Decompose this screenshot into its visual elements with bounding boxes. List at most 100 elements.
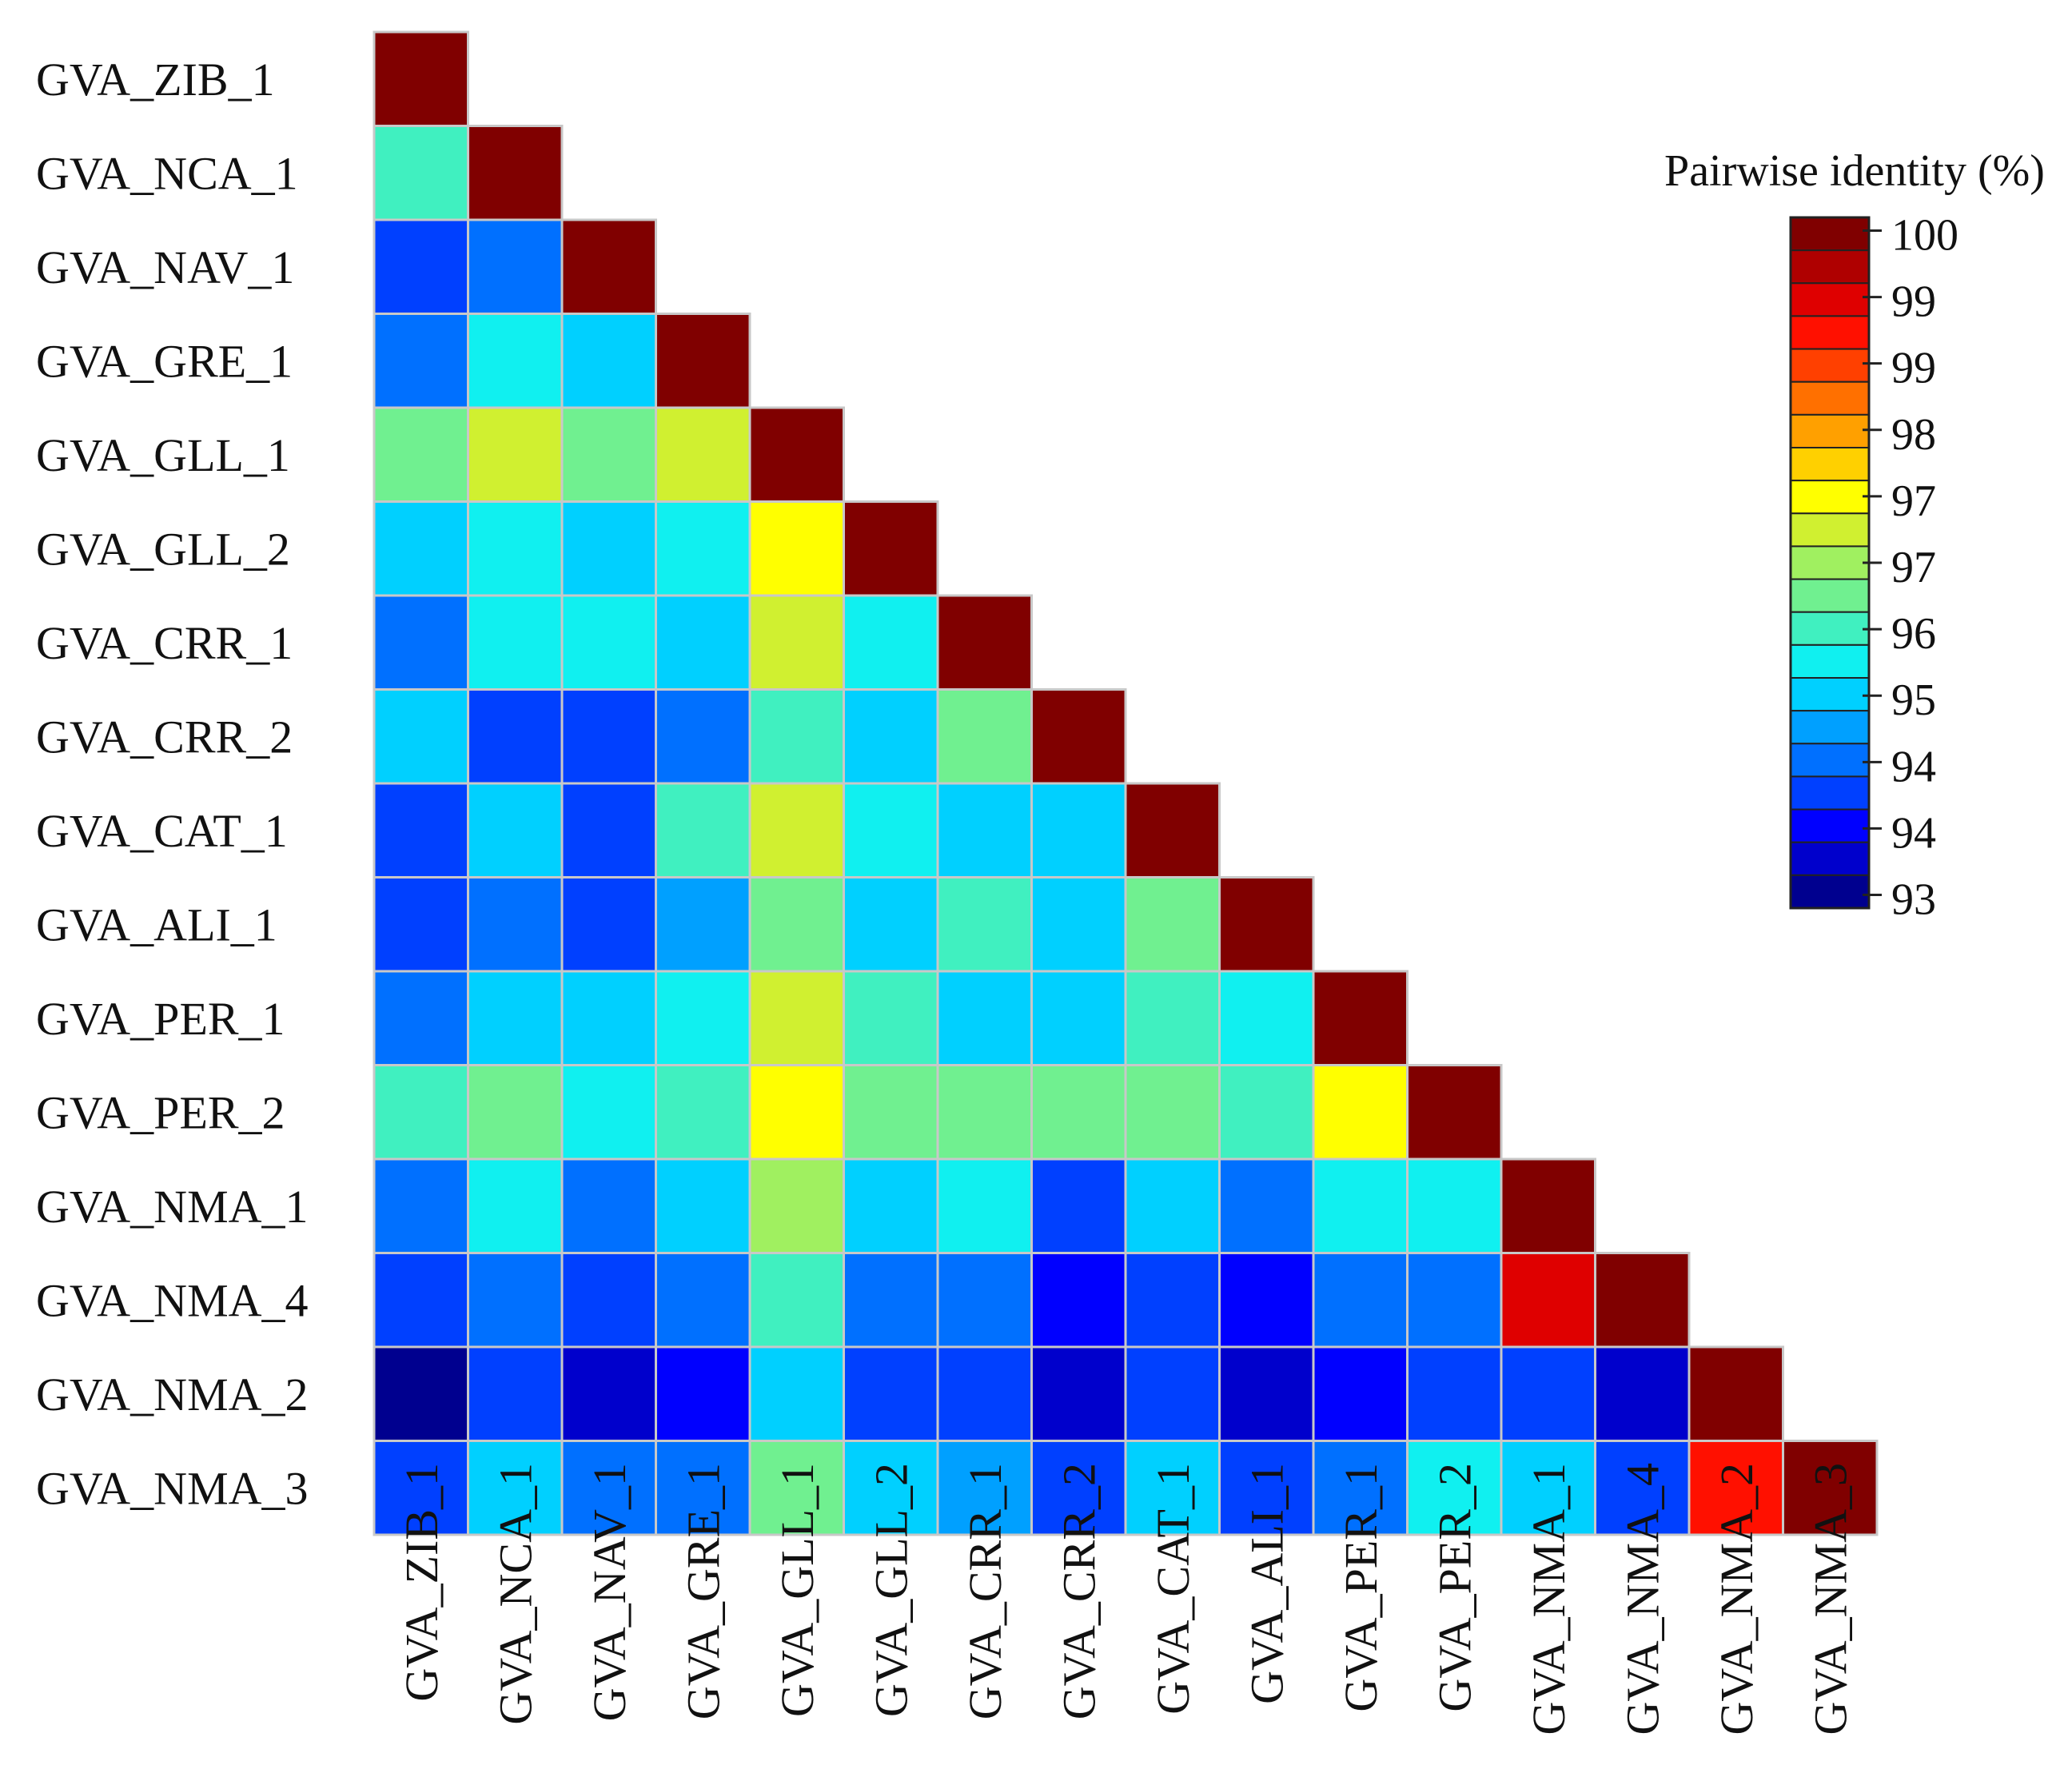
heatmap-cell-12-4	[748, 1157, 845, 1254]
heatmap-cell-6-1	[467, 594, 564, 691]
column-label: GVA_NMA_2	[1711, 1463, 1763, 1735]
heatmap-cell-6-6	[936, 594, 1033, 691]
heatmap-cell-9-3	[655, 876, 751, 973]
heatmap-cell-10-5	[843, 970, 939, 1066]
heatmap-cell-13-13	[1594, 1252, 1691, 1349]
colorbar-swatch	[1790, 315, 1870, 350]
colorbar-tick-label: 97	[1891, 476, 1936, 526]
heatmap-cells	[373, 30, 1879, 1536]
colorbar-swatch	[1790, 874, 1870, 910]
column-label: GVA_ALI_1	[1241, 1463, 1293, 1704]
heatmap-cell-15-0	[373, 1440, 469, 1536]
heatmap-cell-12-2	[560, 1157, 657, 1254]
heatmap-cell-14-12	[1500, 1345, 1596, 1442]
heatmap-cell-9-2	[560, 876, 657, 973]
column-label: GVA_GLL_2	[865, 1463, 917, 1717]
heatmap-cell-5-1	[467, 500, 564, 597]
heatmap-cell-6-2	[560, 594, 657, 691]
heatmap-cell-3-3	[655, 313, 751, 409]
heatmap-cell-13-10	[1312, 1252, 1409, 1349]
heatmap-cell-6-3	[655, 594, 751, 691]
heatmap-cell-8-5	[843, 782, 939, 879]
colorbar: Pairwise identity (%) 100 99 99 98 97 97 96 95 9…	[1664, 146, 2045, 925]
row-label: GVA_PER_2	[36, 1086, 285, 1138]
heatmap-cell-12-8	[1124, 1157, 1221, 1254]
heatmap-cell-10-1	[467, 970, 564, 1066]
heatmap-cell-7-4	[748, 688, 845, 785]
heatmap-cell-13-12	[1500, 1252, 1596, 1349]
heatmap-cell-12-5	[843, 1157, 939, 1254]
colorbar-swatch	[1790, 480, 1870, 515]
row-label: GVA_NMA_2	[36, 1369, 309, 1420]
colorbar-swatch	[1790, 775, 1870, 811]
column-label: GVA_GLL_1	[771, 1463, 823, 1717]
heatmap-cell-11-2	[560, 1064, 657, 1161]
heatmap-cell-14-9	[1218, 1345, 1315, 1442]
colorbar-swatch	[1790, 710, 1870, 745]
heatmap-cell-9-4	[748, 876, 845, 973]
heatmap-cell-4-0	[373, 406, 469, 503]
heatmap-cell-15-2	[560, 1440, 657, 1536]
heatmap-cell-12-9	[1218, 1157, 1315, 1254]
heatmap-cell-4-4	[748, 406, 845, 503]
colorbar-swatch	[1790, 743, 1870, 778]
heatmap-cell-15-7	[1030, 1440, 1127, 1536]
row-label: GVA_GLL_1	[36, 429, 290, 481]
row-label: GVA_GLL_2	[36, 523, 290, 575]
heatmap-cell-14-2	[560, 1345, 657, 1442]
heatmap-cell-15-13	[1594, 1440, 1691, 1536]
colorbar-tick-label: 100	[1891, 210, 1958, 260]
heatmap-cell-14-13	[1594, 1345, 1691, 1442]
heatmap-cell-10-8	[1124, 970, 1221, 1066]
heatmap-cell-11-10	[1312, 1064, 1409, 1161]
heatmap-cell-10-9	[1218, 970, 1315, 1066]
row-label: GVA_NMA_1	[36, 1181, 309, 1233]
colorbar-tick-label: 94	[1891, 808, 1936, 858]
heatmap-cell-11-7	[1030, 1064, 1127, 1161]
heatmap-cell-12-12	[1500, 1157, 1596, 1254]
heatmap-cell-8-2	[560, 782, 657, 879]
heatmap-cell-15-11	[1406, 1440, 1503, 1536]
heatmap-cell-14-14	[1687, 1345, 1784, 1442]
column-label: GVA_NMA_4	[1616, 1463, 1668, 1735]
row-labels: GVA_ZIB_1 GVA_NCA_1 GVA_NAV_1 GVA_GRE_1 GVA_…	[36, 54, 309, 1515]
column-label: GVA_NMA_3	[1804, 1463, 1856, 1735]
colorbar-swatch	[1790, 282, 1870, 317]
heatmap-cell-10-0	[373, 970, 469, 1066]
heatmap-cell-15-12	[1500, 1440, 1596, 1536]
heatmap-cell-12-11	[1406, 1157, 1503, 1254]
heatmap-cell-8-8	[1124, 782, 1221, 879]
heatmap-cell-14-5	[843, 1345, 939, 1442]
heatmap-cell-13-2	[560, 1252, 657, 1349]
column-label: GVA_PER_1	[1335, 1463, 1387, 1712]
row-label: GVA_NMA_4	[36, 1274, 309, 1326]
colorbar-swatch	[1790, 447, 1870, 482]
heatmap-cell-13-1	[467, 1252, 564, 1349]
column-label: GVA_CRR_2	[1053, 1463, 1105, 1719]
heatmap-cell-11-0	[373, 1064, 469, 1161]
heatmap-cell-5-3	[655, 500, 751, 597]
heatmap-cell-13-6	[936, 1252, 1033, 1349]
column-label: GVA_ZIB_1	[396, 1463, 448, 1702]
heatmap-cell-13-5	[843, 1252, 939, 1349]
heatmap-cell-15-6	[936, 1440, 1033, 1536]
heatmap-cell-8-0	[373, 782, 469, 879]
heatmap-cell-11-11	[1406, 1064, 1503, 1161]
heatmap-cell-10-7	[1030, 970, 1127, 1066]
heatmap-cell-9-5	[843, 876, 939, 973]
heatmap-cell-8-3	[655, 782, 751, 879]
row-label: GVA_ZIB_1	[36, 54, 275, 106]
heatmap-cell-10-2	[560, 970, 657, 1066]
colorbar-tick-label: 99	[1891, 344, 1936, 393]
row-label: GVA_NCA_1	[36, 147, 298, 199]
heatmap-cell-4-1	[467, 406, 564, 503]
heatmap-cell-15-15	[1782, 1440, 1879, 1536]
colorbar-swatch	[1790, 217, 1870, 252]
row-label: GVA_NAV_1	[36, 241, 294, 293]
heatmap-cell-11-6	[936, 1064, 1033, 1161]
colorbar-swatch	[1790, 249, 1870, 285]
heatmap-cell-10-3	[655, 970, 751, 1066]
heatmap-cell-7-7	[1030, 688, 1127, 785]
column-label: GVA_CAT_1	[1147, 1463, 1199, 1715]
heatmap-cell-3-1	[467, 313, 564, 409]
